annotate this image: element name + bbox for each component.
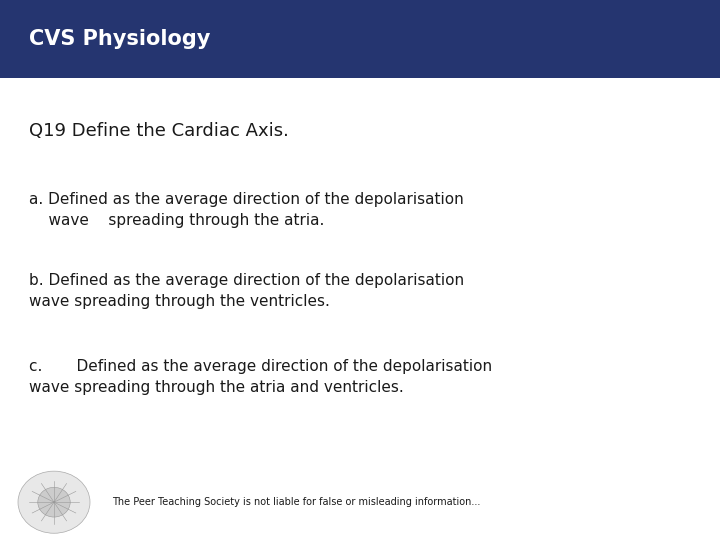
- Text: b. Defined as the average direction of the depolarisation
wave spreading through: b. Defined as the average direction of t…: [29, 273, 464, 309]
- Ellipse shape: [18, 471, 90, 534]
- Ellipse shape: [37, 487, 71, 517]
- FancyBboxPatch shape: [0, 0, 720, 78]
- Text: a. Defined as the average direction of the depolarisation
    wave    spreading : a. Defined as the average direction of t…: [29, 192, 464, 228]
- Text: CVS Physiology: CVS Physiology: [29, 29, 210, 49]
- Text: The Peer Teaching Society is not liable for false or misleading information...: The Peer Teaching Society is not liable …: [112, 497, 480, 507]
- Text: Q19 Define the Cardiac Axis.: Q19 Define the Cardiac Axis.: [29, 122, 289, 139]
- Text: c.       Defined as the average direction of the depolarisation
wave spreading t: c. Defined as the average direction of t…: [29, 359, 492, 395]
